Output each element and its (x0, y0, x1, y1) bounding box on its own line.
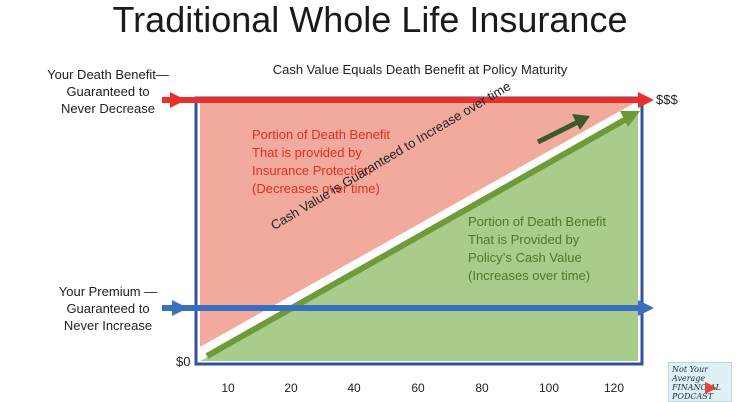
death-benefit-arrowhead (638, 92, 654, 108)
zero-value-label: $0 (176, 354, 191, 369)
cash-value-arrow-line (205, 115, 630, 359)
x-tick-label: 60 (411, 381, 425, 395)
x-tick-label: 10 (221, 381, 235, 395)
increase-arrowhead (572, 114, 590, 130)
death-benefit-label: Your Death Benefit— Guaranteed to Never … (47, 67, 169, 116)
death-benefit-arrow-tail (170, 92, 186, 108)
x-tick-label: 20 (284, 381, 298, 395)
x-tick-label: 120 (603, 381, 625, 395)
increase-arrow-line (536, 119, 580, 145)
cash-value-arrowhead (620, 111, 640, 127)
max-value-label: $$$ (656, 92, 678, 107)
cash-value-note: Portion of Death Benefit That is Provide… (468, 214, 607, 283)
podcast-logo: Not Your Average FINANCIAL PODCAST (668, 362, 732, 402)
page-title: Traditional Whole Life Insurance (112, 0, 628, 40)
premium-arrowhead (638, 300, 654, 316)
insurance-protection-note: Portion of Death Benefit That is provide… (252, 127, 391, 196)
logo-text: Not Your Average FINANCIAL PODCAST (672, 365, 721, 401)
x-tick-label: 100 (538, 381, 560, 395)
premium-label: Your Premium — Guaranteed to Never Incre… (58, 284, 158, 333)
premium-arrow-tail (172, 300, 188, 316)
x-tick-label: 80 (475, 381, 489, 395)
chart-subtitle: Cash Value Equals Death Benefit at Polic… (272, 62, 568, 77)
flag-icon (705, 382, 717, 394)
x-tick-label: 40 (347, 381, 361, 395)
